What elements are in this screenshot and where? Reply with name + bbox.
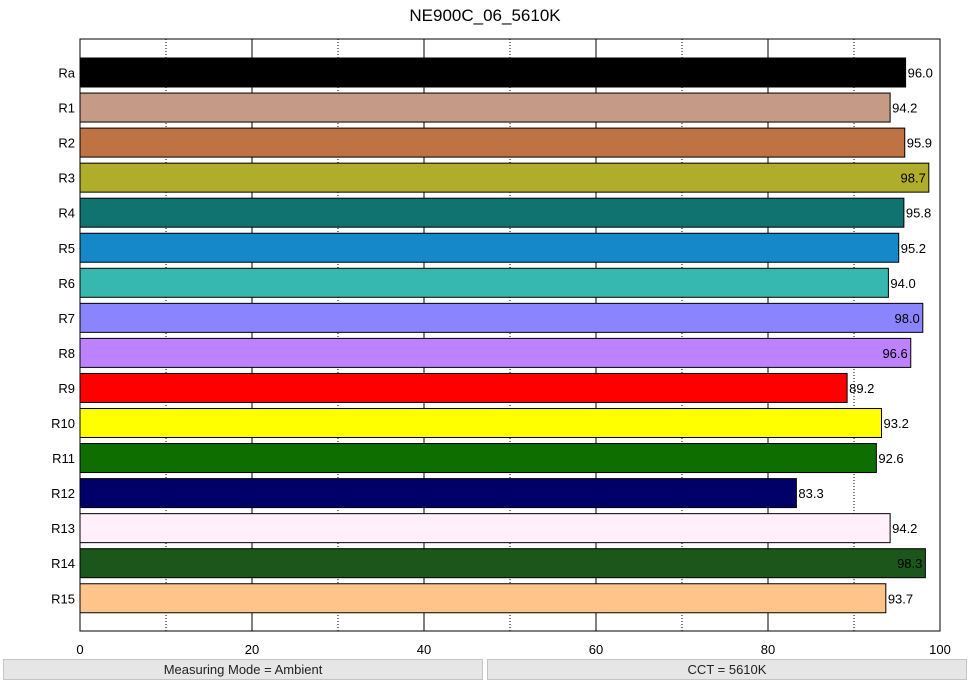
bar-r6 xyxy=(79,267,889,298)
x-tick-label: 20 xyxy=(245,642,259,657)
value-label-r9: 89.2 xyxy=(849,381,874,396)
category-label-r8: R8 xyxy=(58,346,75,361)
bar-r3 xyxy=(79,162,930,193)
value-label-r2: 95.9 xyxy=(907,136,932,151)
category-label-r5: R5 xyxy=(58,241,75,256)
value-label-r3: 98.7 xyxy=(901,171,926,186)
value-label-r7: 98.0 xyxy=(894,311,919,326)
bar-r14 xyxy=(79,548,926,579)
bar-r13 xyxy=(79,513,891,544)
value-label-r15: 93.7 xyxy=(888,591,913,606)
bar-r15 xyxy=(79,583,887,614)
value-label-r12: 83.3 xyxy=(798,486,823,501)
value-label-r1: 94.2 xyxy=(892,101,917,116)
x-tick-label: 0 xyxy=(76,642,83,657)
category-label-r14: R14 xyxy=(51,556,75,571)
value-label-r8: 96.6 xyxy=(882,346,907,361)
category-label-r12: R12 xyxy=(51,486,75,501)
value-label-r14: 98.3 xyxy=(897,556,922,571)
bar-r4 xyxy=(79,197,905,228)
bar-r9 xyxy=(79,372,848,403)
bar-ra xyxy=(79,57,907,88)
category-label-r7: R7 xyxy=(58,311,75,326)
cri-bar-chart: 96.0 94.2 95.9 98.7 95.8 95.2 94.0 98.0 96.6 89.2… xyxy=(51,38,951,658)
category-label-r9: R9 xyxy=(58,381,75,396)
value-label-r11: 92.6 xyxy=(878,451,903,466)
bar-r12 xyxy=(79,478,797,509)
label-layer: 96.0 94.2 95.9 98.7 95.8 95.2 94.0 98.0 96.6 89.2… xyxy=(798,66,933,607)
category-label-r6: R6 xyxy=(58,276,75,291)
value-label-r4: 95.8 xyxy=(906,206,931,221)
x-tick-label: 40 xyxy=(417,642,431,657)
x-tick-label: 80 xyxy=(761,642,775,657)
x-tick-label: 100 xyxy=(929,642,951,657)
category-label-r11: R11 xyxy=(52,451,75,466)
value-label-r10: 93.2 xyxy=(884,416,909,431)
value-label-r6: 94.0 xyxy=(890,276,915,291)
bar-r11 xyxy=(79,443,877,474)
category-label-r10: R10 xyxy=(51,416,75,431)
x-tick-label: 60 xyxy=(589,642,603,657)
value-label-ra: 96.0 xyxy=(908,66,933,81)
measuring-mode-status: Measuring Mode = Ambient xyxy=(3,659,483,680)
category-label-r4: R4 xyxy=(58,206,75,221)
bar-r8 xyxy=(79,337,912,368)
category-label-r13: R13 xyxy=(51,521,75,536)
chart-title: NE900C_06_5610K xyxy=(409,6,561,25)
category-label-r15: R15 xyxy=(51,591,75,606)
bar-r10 xyxy=(79,408,883,438)
category-label-r3: R3 xyxy=(58,171,75,186)
value-label-r5: 95.2 xyxy=(901,241,926,256)
category-label-ra: Ra xyxy=(58,66,75,81)
bar-r7 xyxy=(79,302,924,333)
bar-layer xyxy=(79,57,930,614)
axis-layer: 0 20 40 60 80 100 Ra R1 R2 R3 R4 R5 R6 R7 R8 R9 R10 R11 R1… xyxy=(51,66,951,658)
value-label-r13: 94.2 xyxy=(892,521,917,536)
bar-r1 xyxy=(79,92,891,123)
cct-status: CCT = 5610K xyxy=(487,659,967,680)
category-label-r2: R2 xyxy=(58,136,75,151)
category-label-r1: R1 xyxy=(58,101,75,116)
bar-r2 xyxy=(79,127,906,158)
bar-r5 xyxy=(79,232,900,263)
